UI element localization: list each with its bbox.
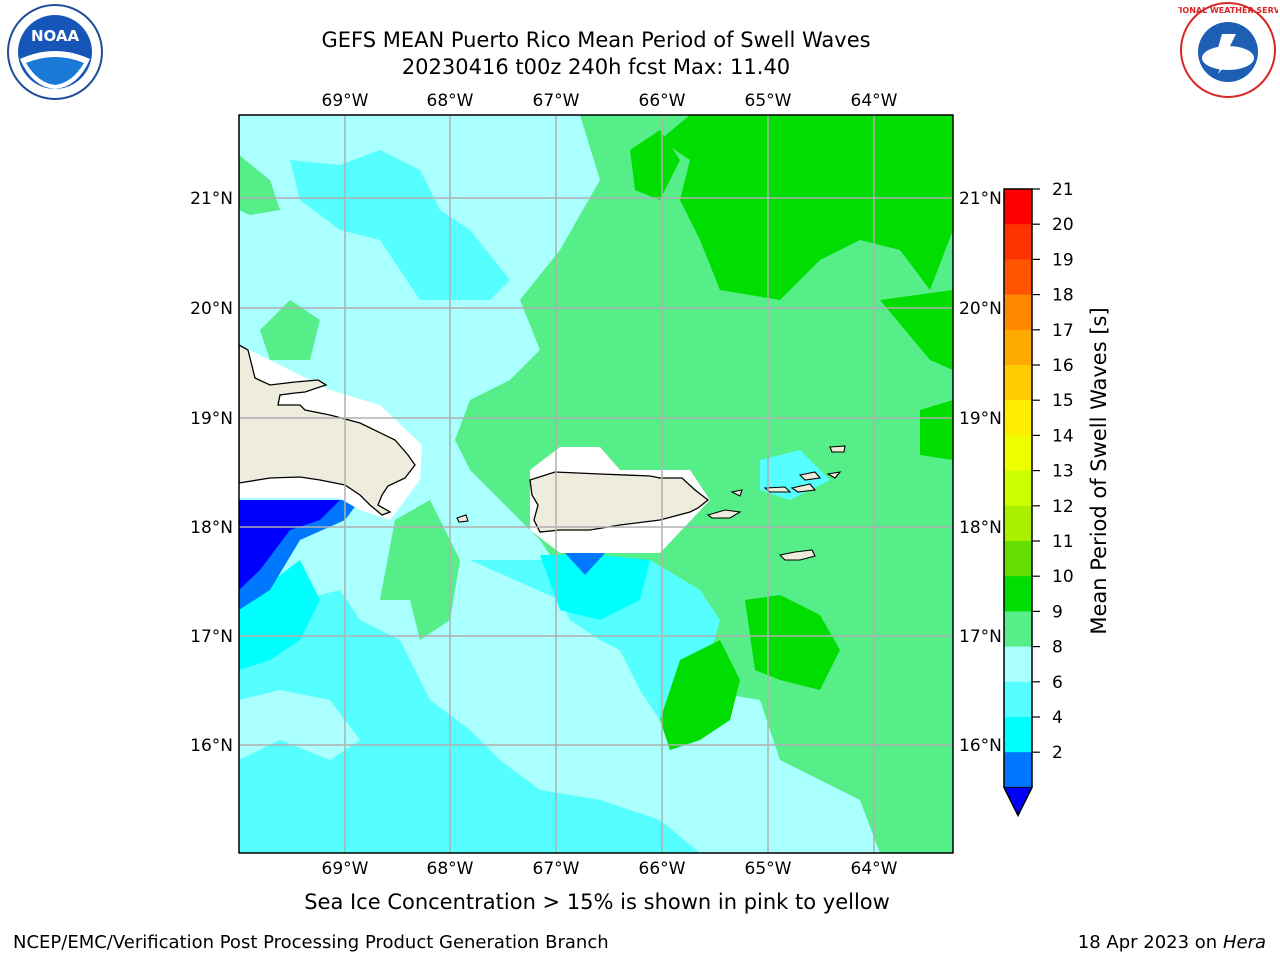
- colorbar-swatch: [1004, 717, 1032, 753]
- lon-label-top: 64°W: [851, 91, 898, 111]
- field-9-10-west1: [239, 155, 280, 215]
- colorbar-frame: [1003, 188, 1033, 818]
- colorbar-tick-label: 15: [1052, 391, 1074, 411]
- lat-label-left: 19°N: [190, 409, 233, 429]
- land-mona: [456, 514, 469, 523]
- field-10-11-e: [920, 400, 953, 460]
- colorbar-tick-label: 17: [1052, 321, 1074, 341]
- field-6-8-south: [239, 590, 700, 853]
- colorbar-swatch: [1004, 752, 1032, 788]
- colorbar-tick-label: 14: [1052, 426, 1074, 446]
- colorbar-swatch: [1004, 611, 1032, 648]
- colorbar-swatch: [1004, 576, 1032, 612]
- lat-label-left: 21°N: [190, 189, 233, 209]
- sea-ice-note: Sea Ice Concentration > 15% is shown in …: [304, 890, 890, 914]
- nws-logo-text: NATIONAL WEATHER SERVICE: [1178, 6, 1278, 15]
- lat-label-left: 17°N: [190, 627, 233, 647]
- field-10-11-n: [630, 130, 680, 200]
- footer-date-text: 18 Apr 2023 on: [1077, 932, 1223, 953]
- field-6-8-center: [470, 560, 720, 720]
- colorbar-swatch: [1004, 259, 1032, 296]
- colorbar-under-extension: [1003, 786, 1033, 817]
- colorbar-tick-label: 16: [1052, 356, 1074, 376]
- colorbar-tick-label: 19: [1052, 250, 1074, 270]
- colorbar-tick-label: 4: [1052, 708, 1063, 728]
- colorbar-swatch: [1004, 470, 1032, 507]
- lon-label-bottom: 68°W: [427, 859, 474, 879]
- lon-label-bottom: 69°W: [322, 859, 369, 879]
- land-st-croix: [778, 549, 816, 561]
- colorbar-tick-label: 8: [1052, 638, 1063, 658]
- land-vieques: [706, 509, 742, 519]
- footer-date: 18 Apr 2023 on Hera: [1078, 932, 1266, 953]
- lon-label-top: 69°W: [322, 91, 369, 111]
- colorbar-swatch: [1004, 224, 1032, 260]
- lat-label-left: 18°N: [190, 518, 233, 538]
- nws-logo: NATIONAL WEATHER SERVICE: [1178, 2, 1278, 98]
- noaa-logo-text: NOAA: [31, 27, 80, 45]
- footer-host: Hera: [1222, 932, 1266, 953]
- colorbar-tick-label: 21: [1052, 180, 1074, 200]
- map-frame: [238, 114, 954, 854]
- lat-label-right: 17°N: [959, 627, 1002, 647]
- field-9-10-mid: [380, 500, 460, 640]
- lat-label-right: 20°N: [959, 299, 1002, 319]
- field-2-4-south-pr: [565, 553, 605, 575]
- lon-label-top: 66°W: [639, 91, 686, 111]
- colorbar-swatch: [1004, 681, 1032, 718]
- colorbar-tick-label: 9: [1052, 602, 1063, 622]
- field-4-6: [540, 555, 650, 620]
- colorbar-swatch: [1004, 400, 1032, 436]
- colorbar-tick-label: 2: [1052, 743, 1063, 763]
- field-below-2: [239, 500, 340, 590]
- colorbar-tick-label: 18: [1052, 286, 1074, 306]
- gridlines: [239, 115, 953, 853]
- colorbar-swatch: [1004, 329, 1032, 366]
- land-virgin-islands: [730, 445, 846, 497]
- colorbar-swatch: [1004, 646, 1032, 683]
- lon-label-bottom: 65°W: [745, 859, 792, 879]
- colorbar-swatch: [1004, 541, 1032, 577]
- colorbar-label: Mean Period of Swell Waves [s]: [1087, 307, 1111, 634]
- lat-label-left: 20°N: [190, 299, 233, 319]
- lon-label-top: 67°W: [533, 91, 580, 111]
- lon-label-bottom: 66°W: [639, 859, 686, 879]
- colorbar-tick-label: 13: [1052, 462, 1074, 482]
- lon-label-top: 68°W: [427, 91, 474, 111]
- land-puerto-rico: [529, 471, 710, 533]
- colorbar-tick-label: 6: [1052, 673, 1063, 693]
- swell-period-field: [239, 115, 953, 853]
- field-10-11-se2: [660, 640, 740, 750]
- lat-label-right: 18°N: [959, 518, 1002, 538]
- colorbar-tick-label: 10: [1052, 567, 1074, 587]
- lon-label-bottom: 67°W: [533, 859, 580, 879]
- colorbar-swatch: [1004, 294, 1032, 331]
- colorbar-swatch: [1004, 505, 1032, 542]
- colorbar-swatch: [1004, 189, 1032, 225]
- field-9-10-west2: [260, 300, 320, 360]
- chart-subtitle: 20230416 t00z 240h fcst Max: 11.40: [401, 55, 791, 79]
- noaa-logo: NOAA: [7, 4, 103, 100]
- lat-label-right: 19°N: [959, 409, 1002, 429]
- land-hispaniola: [239, 344, 416, 516]
- lon-label-top: 65°W: [745, 91, 792, 111]
- field-10-11-ne2: [880, 290, 953, 370]
- chart-title: GEFS MEAN Puerto Rico Mean Period of Swe…: [321, 28, 871, 52]
- colorbar-tick-label: 20: [1052, 215, 1074, 235]
- colorbar-swatch: [1004, 365, 1032, 401]
- field-4-6-west: [239, 560, 320, 670]
- field-10-11-ne: [660, 115, 953, 300]
- footer-credit: NCEP/EMC/Verification Post Processing Pr…: [13, 932, 609, 953]
- colorbar-tick-label: 11: [1052, 532, 1074, 552]
- colorbar-tick-label: 12: [1052, 497, 1074, 517]
- lat-label-left: 16°N: [190, 736, 233, 756]
- lat-label-right: 21°N: [959, 189, 1002, 209]
- colorbar-swatch: [1004, 435, 1032, 472]
- lon-label-bottom: 64°W: [851, 859, 898, 879]
- colorbar: 21 20 19 18 17 16 15 14 13 12 11 10 9 8 6 4 2: [1003, 180, 1074, 818]
- lat-label-right: 16°N: [959, 736, 1002, 756]
